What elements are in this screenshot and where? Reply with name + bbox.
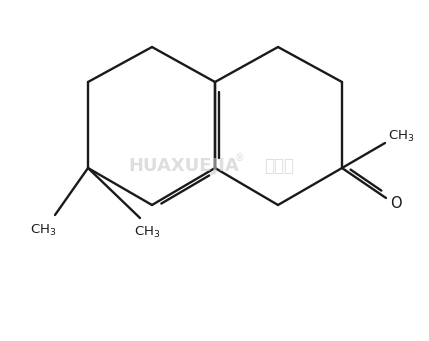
Text: ®: ® [235, 153, 245, 163]
Text: CH$_3$: CH$_3$ [30, 223, 56, 238]
Text: 化学加: 化学加 [264, 157, 294, 175]
Text: O: O [390, 196, 402, 211]
Text: CH$_3$: CH$_3$ [134, 225, 160, 240]
Text: HUAXUEJIA: HUAXUEJIA [129, 157, 239, 175]
Text: CH$_3$: CH$_3$ [388, 129, 414, 144]
